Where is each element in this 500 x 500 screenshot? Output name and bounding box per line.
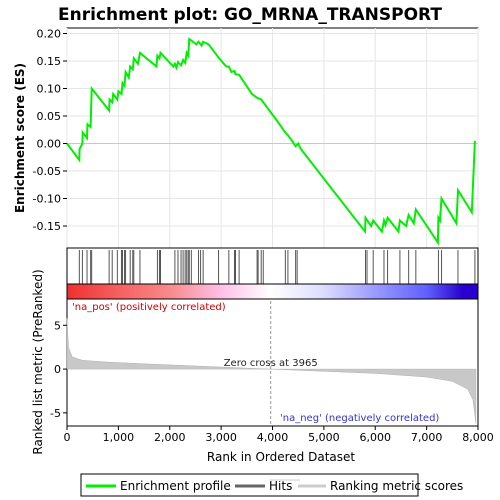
es-grid xyxy=(66,28,479,248)
ranking-panel: -505 'na_pos' (positively correlated) Ze… xyxy=(31,269,479,455)
x-tick-label: 2,000 xyxy=(154,431,186,444)
colorbar-panel xyxy=(66,283,479,300)
rank-ylabel: Ranked list metric (PreRanked) xyxy=(31,269,45,454)
es-panel: -0.15 -0.10 -0.05 0.00 0.05 0.10 0.15 0.20 Enri… xyxy=(13,27,479,249)
rank-ytick-label: 0 xyxy=(54,363,61,376)
es-ytick-label: 0.05 xyxy=(37,110,62,123)
x-tick-label: 0 xyxy=(64,431,71,444)
zero-cross-label: Zero cross at 3965 xyxy=(224,358,318,369)
es-yticks: -0.15 -0.10 -0.05 0.00 0.05 0.10 0.15 0.20 xyxy=(33,28,67,233)
x-tick-label: 7,000 xyxy=(411,431,443,444)
x-tick-label: 6,000 xyxy=(360,431,392,444)
legend-label-ranking: Ranking metric scores xyxy=(330,479,463,493)
es-ytick-label: 0.20 xyxy=(37,28,62,41)
pos-label: 'na_pos' (positively correlated) xyxy=(72,302,226,313)
legend-label-hits: Hits xyxy=(269,479,292,493)
rank-ytick-label: -5 xyxy=(50,407,61,420)
es-ytick-label: -0.15 xyxy=(33,220,61,233)
x-tick-label: 3,000 xyxy=(205,431,237,444)
x-tick-label: 8,000 xyxy=(462,431,494,444)
chart-title: Enrichment plot: GO_MRNA_TRANSPORT xyxy=(58,5,442,25)
neg-label: 'na_neg' (negatively correlated) xyxy=(280,413,439,424)
rank-ytick-label: 5 xyxy=(54,319,61,332)
legend: Enrichment profile Hits Ranking metric s… xyxy=(80,473,463,497)
es-ytick-label: 0.00 xyxy=(37,138,62,151)
hits-panel xyxy=(66,247,479,285)
ranking-metric-area xyxy=(66,318,477,424)
hit-markers xyxy=(78,250,476,284)
es-ytick-label: 0.15 xyxy=(37,55,62,68)
ranking-panel-frame xyxy=(66,298,479,427)
enrichment-profile-line xyxy=(66,37,476,246)
x-axis-ticks: 0 1,000 2,000 3,000 4,000 5,000 6,000 7,000 8,00… xyxy=(64,426,494,444)
es-ytick-label: -0.10 xyxy=(33,193,61,206)
x-tick-label: 5,000 xyxy=(308,431,340,444)
x-tick-label: 4,000 xyxy=(257,431,289,444)
x-tick-label: 1,000 xyxy=(103,431,135,444)
es-ytick-label: 0.10 xyxy=(37,83,62,96)
x-axis-label: Rank in Ordered Dataset xyxy=(207,450,355,464)
hits-panel-frame xyxy=(66,247,479,285)
rank-yticks: -5 0 5 xyxy=(50,319,67,420)
es-ytick-label: -0.05 xyxy=(33,165,61,178)
ranking-colorbar xyxy=(66,283,479,300)
es-ylabel: Enrichment score (ES) xyxy=(13,63,27,213)
legend-label-enrichment: Enrichment profile xyxy=(120,479,231,493)
